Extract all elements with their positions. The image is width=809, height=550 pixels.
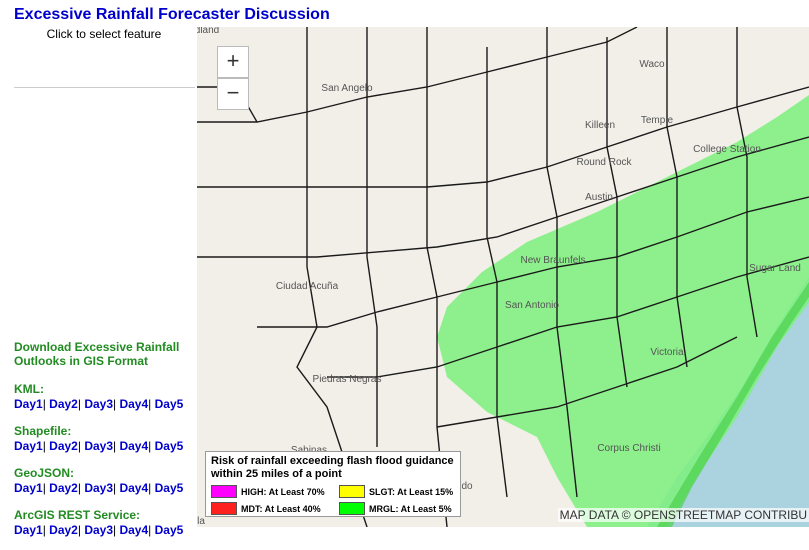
place-label: Sugar Land <box>749 263 801 274</box>
place-label: College Station <box>693 144 761 155</box>
place-label: Waco <box>639 59 665 70</box>
downloads: Download Excessive Rainfall Outlooks in … <box>14 340 194 550</box>
link-row: Day1| Day2| Day3| Day4| Day5 <box>14 439 194 454</box>
download-link[interactable]: Day1 <box>14 397 43 411</box>
place-labels: dland San Angelo Waco Killeen Temple Round Ro… <box>197 27 801 527</box>
legend-item: SLGT: At Least 15% <box>339 485 457 498</box>
place-label: San Angelo <box>321 83 373 94</box>
legend-item: HIGH: At Least 70% <box>211 485 339 498</box>
mrgl-area <box>437 95 809 527</box>
link-row: Day1| Day2| Day3| Day4| Day5 <box>14 397 194 412</box>
download-link[interactable]: Day3 <box>84 439 113 453</box>
download-link[interactable]: Day4 <box>119 397 149 411</box>
legend: Risk of rainfall exceeding flash flood g… <box>205 451 461 517</box>
place-label: Round Rock <box>576 157 632 168</box>
separator: | <box>42 481 46 495</box>
place-label: Sabinas <box>291 445 327 456</box>
download-link[interactable]: Day5 <box>154 523 184 537</box>
legend-swatch <box>211 485 237 498</box>
map-canvas: dland San Angelo Waco Killeen Temple Round Ro… <box>197 27 809 527</box>
separator: | <box>77 481 81 495</box>
download-link[interactable]: Day1 <box>14 481 43 495</box>
separator: | <box>77 397 81 411</box>
zoom-in[interactable]: + <box>217 46 249 78</box>
section-label: Shapefile: <box>14 424 72 438</box>
download-link[interactable]: Day3 <box>84 481 113 495</box>
download-link[interactable]: Day2 <box>49 439 78 453</box>
separator: | <box>113 481 117 495</box>
legend-swatch <box>211 502 237 515</box>
separator: | <box>113 397 117 411</box>
separator: | <box>42 523 46 537</box>
section-label: ArcGIS REST Service: <box>14 508 141 522</box>
map[interactable]: dland San Angelo Waco Killeen Temple Round Ro… <box>197 27 809 527</box>
place-label: Corpus Christi <box>597 443 660 454</box>
attribution[interactable]: MAP DATA © OPENSTREETMAP CONTRIBU <box>557 508 809 522</box>
subtitle: Click to select feature <box>46 27 162 41</box>
section-label: GeoJSON: <box>14 466 75 480</box>
place-label: dland <box>197 27 219 36</box>
legend-title: Risk of rainfall exceeding flash flood g… <box>211 455 454 480</box>
downloads-heading: Download Excessive Rainfall Outlooks in … <box>14 340 180 368</box>
download-link[interactable]: Day4 <box>119 481 149 495</box>
zoom-out[interactable]: − <box>217 78 249 110</box>
divider <box>14 87 195 88</box>
download-link[interactable]: Day2 <box>49 481 78 495</box>
page-title: Excessive Rainfall Forecaster Discussion <box>14 6 330 23</box>
county-lines <box>197 27 809 527</box>
link-row: Day1| Day2| Day3| Day4| Day5 <box>14 481 194 496</box>
separator: | <box>77 439 81 453</box>
legend-label: SLGT: At Least 15% <box>369 486 454 497</box>
link-row: Day1| Day2| Day3| Day4| Day5 <box>14 523 194 538</box>
download-link[interactable]: Day2 <box>49 523 78 537</box>
place-label: Victoria <box>650 347 684 358</box>
separator: | <box>148 481 152 495</box>
legend-label: MRGL: At Least 5% <box>369 503 452 514</box>
legend-swatch <box>339 485 365 498</box>
legend-label: HIGH: At Least 70% <box>241 486 325 497</box>
legend-swatch <box>339 502 365 515</box>
download-link[interactable]: Day5 <box>154 397 184 411</box>
download-link[interactable]: Day1 <box>14 439 43 453</box>
coast-band <box>657 282 809 527</box>
separator: | <box>113 439 117 453</box>
separator: | <box>148 439 152 453</box>
separator: | <box>148 397 152 411</box>
separator: | <box>113 523 117 537</box>
separator: | <box>42 397 46 411</box>
place-label: Austin <box>585 192 613 203</box>
legend-label: MDT: At Least 40% <box>241 503 321 514</box>
download-link[interactable]: Day5 <box>154 439 184 453</box>
legend-items: HIGH: At Least 70% SLGT: At Least 15% MDT:… <box>211 485 455 515</box>
separator: | <box>77 523 81 537</box>
download-link[interactable]: Day4 <box>119 523 149 537</box>
separator: | <box>42 439 46 453</box>
download-link[interactable]: Day3 <box>84 397 113 411</box>
place-label: Temple <box>641 115 674 126</box>
place-label: San Antonio <box>505 300 559 311</box>
download-link[interactable]: Day1 <box>14 523 43 537</box>
place-label: Piedras Negras <box>313 374 382 385</box>
place-label: do <box>461 481 473 492</box>
section-label: KML: <box>14 382 44 396</box>
legend-item: MRGL: At Least 5% <box>339 502 457 515</box>
legend-item: MDT: At Least 40% <box>211 502 339 515</box>
place-label: la <box>197 516 205 527</box>
place-label: Ciudad Acuña <box>276 281 339 292</box>
place-label: Killeen <box>585 120 615 131</box>
separator: | <box>148 523 152 537</box>
place-label: New Braunfels <box>520 255 585 266</box>
download-link[interactable]: Day3 <box>84 523 113 537</box>
download-link[interactable]: Day2 <box>49 397 78 411</box>
download-link[interactable]: Day5 <box>154 481 184 495</box>
download-link[interactable]: Day4 <box>119 439 149 453</box>
